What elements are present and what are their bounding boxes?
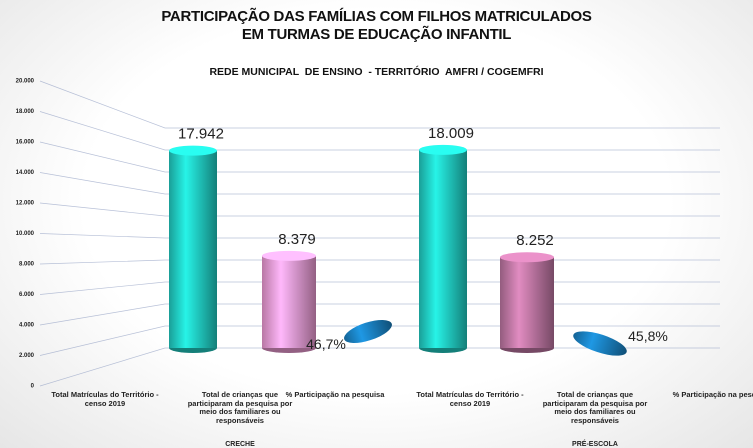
value-label: 18.009 xyxy=(428,125,474,142)
grid-line xyxy=(39,111,720,151)
y-tick-label: 20.000 xyxy=(16,79,35,85)
bar xyxy=(262,255,316,348)
group-label: PRÉ-ESCOLA xyxy=(572,441,618,448)
value-label: 8.252 xyxy=(516,232,554,249)
group-label: CRECHE xyxy=(225,441,255,448)
grid-line xyxy=(39,80,720,129)
y-tick-label: 16.000 xyxy=(16,140,35,146)
x-tick-label: % Participação na pesquisa xyxy=(285,390,385,399)
bar xyxy=(169,150,217,348)
y-tick-label: 10.000 xyxy=(16,231,35,237)
value-label: 8.379 xyxy=(278,231,316,248)
y-tick-label: 18.000 xyxy=(16,109,35,115)
y-tick-label: 12.000 xyxy=(16,201,35,207)
bar-top xyxy=(500,252,554,263)
grid-line xyxy=(39,233,720,239)
x-tick-label: Total de crianças que participaram da pe… xyxy=(542,390,648,425)
x-tick-label: % Participação na pesquisa xyxy=(672,390,753,399)
y-tick-label: 14.000 xyxy=(16,170,35,176)
x-tick-label: Total Matrículas do Território - censo 2… xyxy=(416,390,524,408)
grid-line xyxy=(39,259,720,265)
y-tick-label: 0 xyxy=(31,384,35,390)
bar-top xyxy=(169,145,217,156)
chart-subtitle: REDE MUNICIPAL DE ENSINO - TERRITÓRIO AM… xyxy=(209,66,544,78)
grid-line xyxy=(39,141,720,173)
y-tick-label: 2.000 xyxy=(19,353,35,359)
chart-title: PARTICIPAÇÃO DAS FAMÍLIAS COM FILHOS MAT… xyxy=(161,8,592,43)
bar-top xyxy=(419,144,467,155)
x-tick-label: Total Matrículas do Território - censo 2… xyxy=(51,390,159,408)
y-tick-label: 8.000 xyxy=(19,262,35,268)
value-label: 45,8% xyxy=(628,328,668,344)
y-tick-label: 4.000 xyxy=(19,323,35,329)
bar xyxy=(500,257,554,348)
bar xyxy=(419,149,467,348)
grid-line xyxy=(39,281,720,295)
bar xyxy=(573,331,627,356)
grid-line xyxy=(39,202,720,217)
value-label: 17.942 xyxy=(178,126,224,143)
bar-top xyxy=(262,250,316,261)
bar xyxy=(344,319,392,344)
x-tick-label: Total de crianças que participaram da pe… xyxy=(187,390,293,425)
grid-line xyxy=(39,172,720,195)
y-tick-label: 6.000 xyxy=(19,292,35,298)
value-label: 46,7% xyxy=(306,336,346,352)
